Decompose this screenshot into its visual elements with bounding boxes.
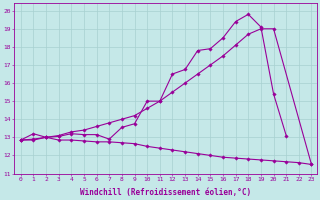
X-axis label: Windchill (Refroidissement éolien,°C): Windchill (Refroidissement éolien,°C) — [80, 188, 251, 197]
